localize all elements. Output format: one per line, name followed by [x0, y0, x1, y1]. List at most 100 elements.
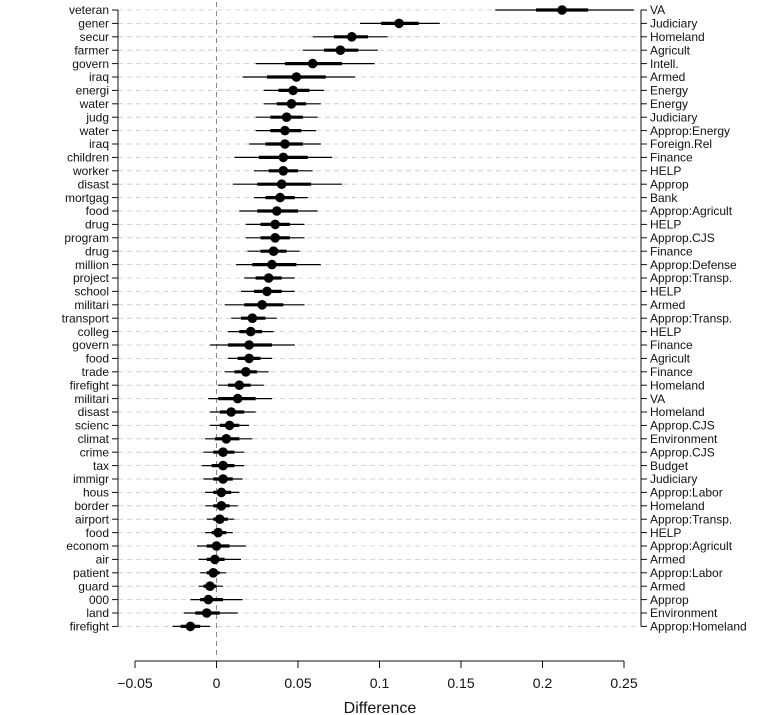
- term-label: secur: [80, 30, 109, 44]
- term-label: scienc: [75, 419, 109, 433]
- estimate-point: [218, 447, 228, 458]
- committee-label: Intell.: [650, 57, 679, 71]
- term-label: econom: [66, 539, 109, 553]
- committee-label: HELP: [650, 526, 681, 540]
- term-label: air: [96, 553, 109, 567]
- estimate-point: [214, 514, 225, 524]
- estimate-point: [557, 5, 567, 15]
- committee-label: Armed: [650, 553, 685, 567]
- committee-label: Approp.CJS: [650, 419, 715, 433]
- term-label: guard: [78, 579, 109, 593]
- term-label: hous: [83, 486, 109, 500]
- term-label: militari: [74, 298, 109, 312]
- committee-label: Approp:Transp.: [650, 271, 732, 285]
- estimate-point: [244, 340, 254, 350]
- term-label: mortgag: [65, 191, 109, 205]
- committee-label: Agricult: [650, 43, 691, 57]
- committee-label: Environment: [650, 432, 718, 446]
- committee-label: Homeland: [650, 378, 705, 392]
- term-label: project: [73, 271, 110, 285]
- estimate-point: [278, 152, 289, 163]
- estimate-point: [244, 353, 254, 364]
- estimate-point: [218, 460, 228, 471]
- estimate-point: [232, 393, 243, 404]
- committee-label: Approp:Labor: [650, 566, 723, 580]
- estimate-point: [268, 246, 279, 256]
- estimate-point: [291, 72, 302, 82]
- estimate-point: [263, 273, 274, 283]
- term-label: immigr: [73, 472, 109, 486]
- x-tick-label: 0: [213, 675, 221, 691]
- committee-label: Budget: [650, 459, 689, 473]
- committee-label: Armed: [650, 298, 685, 312]
- estimate-point: [288, 85, 298, 96]
- term-label: disast: [78, 177, 110, 191]
- committee-label: HELP: [650, 325, 681, 339]
- estimate-point: [257, 300, 267, 310]
- estimate-point: [208, 568, 219, 578]
- estimate-point: [394, 18, 404, 29]
- committee-label: Energy: [650, 84, 688, 98]
- committee-label: Approp:Agricult: [650, 539, 733, 553]
- estimate-point: [216, 487, 227, 498]
- committee-label: Finance: [650, 338, 693, 352]
- committee-label: Approp:Labor: [650, 486, 723, 500]
- estimate-point: [211, 541, 222, 551]
- committee-label: Homeland: [650, 405, 705, 419]
- estimate-point: [281, 112, 292, 122]
- estimate-point: [216, 501, 227, 511]
- x-axis-title: Difference: [344, 700, 417, 715]
- committee-label: Approp: [650, 593, 689, 607]
- interval-marks: [172, 8, 634, 629]
- estimate-point: [203, 594, 214, 605]
- committee-label: Homeland: [650, 30, 705, 44]
- committee-label: Foreign.Rel: [650, 137, 712, 151]
- committee-label: Approp:Homeland: [650, 620, 747, 634]
- term-label: farmer: [74, 43, 109, 57]
- estimate-point: [286, 99, 297, 109]
- plot-frame: [112, 9, 647, 627]
- estimate-point: [280, 139, 290, 149]
- term-label: disast: [78, 405, 110, 419]
- estimate-point: [234, 380, 245, 391]
- term-label: program: [64, 231, 109, 245]
- estimate-point: [226, 407, 236, 417]
- estimate-point: [245, 326, 256, 337]
- term-label: worker: [72, 164, 109, 178]
- estimate-point: [275, 192, 285, 203]
- term-label: colleg: [78, 325, 109, 339]
- term-label: crime: [80, 445, 110, 459]
- term-label: border: [74, 499, 109, 513]
- term-label: airport: [75, 512, 110, 526]
- committee-label: Bank: [650, 191, 678, 205]
- committee-label: Finance: [650, 365, 693, 379]
- term-label: water: [79, 124, 109, 138]
- committee-label: HELP: [650, 285, 681, 299]
- committee-label: VA: [650, 392, 665, 406]
- estimate-point: [213, 527, 223, 538]
- committee-label: Approp:Transp.: [650, 311, 732, 325]
- x-tick-label: 0.2: [533, 675, 553, 691]
- estimate-point: [335, 45, 346, 55]
- term-label: patient: [73, 566, 110, 580]
- row-guide-lines: [118, 9, 641, 627]
- term-label: 000: [89, 593, 109, 607]
- term-label: energi: [76, 84, 109, 98]
- committee-label: Finance: [650, 151, 693, 165]
- estimate-point: [276, 179, 287, 189]
- committee-label: VA: [650, 3, 665, 17]
- term-label: transport: [62, 311, 110, 325]
- x-tick-label: −0.05: [117, 675, 153, 691]
- committee-label: Energy: [650, 97, 688, 111]
- committee-label: HELP: [650, 164, 681, 178]
- term-label: land: [86, 606, 109, 620]
- term-label: govern: [72, 338, 109, 352]
- committee-label: Armed: [650, 579, 685, 593]
- committee-label: Approp.CJS: [650, 231, 715, 245]
- term-label: million: [75, 258, 109, 272]
- estimate-point: [262, 286, 272, 297]
- term-label: tax: [93, 459, 109, 473]
- term-label: children: [67, 151, 109, 165]
- committee-label: Judiciary: [650, 110, 697, 124]
- committee-label: Judiciary: [650, 17, 697, 31]
